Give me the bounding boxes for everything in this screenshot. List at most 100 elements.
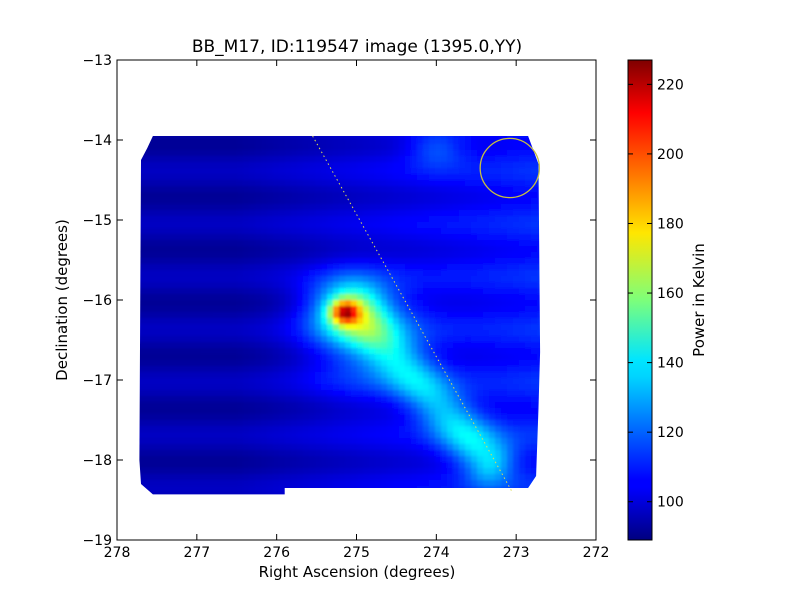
heatmap-cell bbox=[309, 354, 316, 361]
heatmap-cell bbox=[171, 306, 178, 313]
heatmap-cell bbox=[369, 162, 376, 169]
heatmap-cell bbox=[351, 342, 358, 349]
heatmap-cell bbox=[147, 282, 154, 289]
heatmap-cell bbox=[351, 168, 358, 175]
heatmap-cell bbox=[357, 378, 364, 385]
heatmap-cell bbox=[297, 294, 304, 301]
heatmap-cell bbox=[369, 360, 376, 367]
heatmap-cell bbox=[387, 324, 394, 331]
heatmap-cell bbox=[465, 138, 472, 145]
heatmap-cell bbox=[471, 156, 478, 163]
heatmap-cell bbox=[393, 186, 400, 193]
heatmap-cell bbox=[369, 354, 376, 361]
heatmap-cell bbox=[243, 138, 250, 145]
heatmap-cell bbox=[171, 342, 178, 349]
heatmap-cell bbox=[525, 360, 532, 367]
heatmap-cell bbox=[171, 426, 178, 433]
heatmap-cell bbox=[363, 372, 370, 379]
heatmap-cell bbox=[285, 150, 292, 157]
heatmap-cell bbox=[405, 174, 412, 181]
heatmap-cell bbox=[219, 324, 226, 331]
heatmap-cell bbox=[387, 312, 394, 319]
heatmap-cell bbox=[309, 282, 316, 289]
heatmap-cell bbox=[165, 198, 172, 205]
heatmap-cell bbox=[183, 234, 190, 241]
heatmap-cell bbox=[225, 372, 232, 379]
heatmap-cell bbox=[447, 402, 454, 409]
heatmap-cell bbox=[399, 264, 406, 271]
heatmap-cell bbox=[447, 150, 454, 157]
heatmap-cell bbox=[495, 222, 502, 229]
heatmap-cell bbox=[501, 168, 508, 175]
heatmap-cell bbox=[165, 150, 172, 157]
heatmap-cell bbox=[525, 390, 532, 397]
heatmap-cell bbox=[159, 204, 166, 211]
heatmap-cell bbox=[489, 330, 496, 337]
heatmap-cell bbox=[471, 390, 478, 397]
heatmap-cell bbox=[513, 408, 520, 415]
heatmap-cell bbox=[219, 348, 226, 355]
heatmap-cell bbox=[495, 348, 502, 355]
heatmap-cell bbox=[495, 240, 502, 247]
heatmap-cell bbox=[435, 372, 442, 379]
heatmap-cell bbox=[303, 354, 310, 361]
heatmap-cell bbox=[387, 336, 394, 343]
heatmap-cell bbox=[387, 150, 394, 157]
heatmap-cell bbox=[357, 312, 364, 319]
heatmap-cell bbox=[291, 312, 298, 319]
heatmap-cell bbox=[411, 270, 418, 277]
heatmap-cell bbox=[483, 156, 490, 163]
heatmap-cell bbox=[201, 144, 208, 151]
heatmap-cell bbox=[453, 366, 460, 373]
heatmap-cell bbox=[429, 264, 436, 271]
heatmap-cell bbox=[213, 384, 220, 391]
heatmap-cell bbox=[225, 420, 232, 427]
heatmap-cell bbox=[303, 198, 310, 205]
heatmap-cell bbox=[537, 186, 541, 193]
heatmap-cell bbox=[303, 288, 310, 295]
heatmap-cell bbox=[519, 420, 526, 427]
heatmap-cell bbox=[171, 136, 178, 139]
heatmap-cell bbox=[207, 294, 214, 301]
heatmap-cell bbox=[237, 300, 244, 307]
heatmap-cell bbox=[537, 366, 541, 373]
heatmap-cell bbox=[279, 288, 286, 295]
heatmap-cell bbox=[459, 306, 466, 313]
heatmap-cell bbox=[219, 174, 226, 181]
heatmap-cell bbox=[525, 318, 532, 325]
heatmap-cell bbox=[139, 366, 142, 373]
heatmap-cell bbox=[201, 240, 208, 247]
heatmap-cell bbox=[273, 264, 280, 271]
heatmap-cell bbox=[417, 402, 424, 409]
heatmap-cell bbox=[375, 222, 382, 229]
heatmap-cell bbox=[429, 168, 436, 175]
heatmap-cell bbox=[219, 432, 226, 439]
heatmap-cell bbox=[243, 174, 250, 181]
heatmap-cell bbox=[195, 366, 202, 373]
heatmap-cell bbox=[435, 162, 442, 169]
heatmap-cell bbox=[267, 390, 274, 397]
heatmap-cell bbox=[495, 186, 502, 193]
heatmap-cell bbox=[261, 348, 268, 355]
heatmap-cell bbox=[363, 180, 370, 187]
heatmap-cell bbox=[165, 420, 172, 427]
heatmap-cell bbox=[183, 342, 190, 349]
heatmap-cell bbox=[225, 324, 232, 331]
heatmap-cell bbox=[141, 192, 148, 199]
heatmap-cell bbox=[375, 138, 382, 145]
heatmap-cell bbox=[231, 192, 238, 199]
heatmap-cell bbox=[399, 282, 406, 289]
heatmap-cell bbox=[243, 288, 250, 295]
heatmap-cell bbox=[501, 336, 508, 343]
heatmap-cell bbox=[201, 342, 208, 349]
heatmap-cell bbox=[393, 402, 400, 409]
heatmap-cell bbox=[297, 330, 304, 337]
plot-area bbox=[139, 135, 541, 495]
heatmap-cell bbox=[345, 390, 352, 397]
heatmap-cell bbox=[285, 240, 292, 247]
heatmap-cell bbox=[495, 174, 502, 181]
heatmap-cell bbox=[183, 138, 190, 145]
heatmap-cell bbox=[321, 258, 328, 265]
heatmap-cell bbox=[477, 210, 484, 217]
